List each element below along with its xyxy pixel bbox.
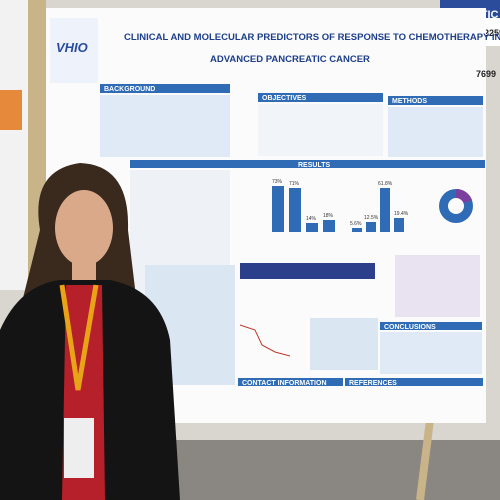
poster-number: 7699 xyxy=(476,69,496,79)
bar xyxy=(394,218,404,232)
board-number: 2259 xyxy=(484,28,500,38)
table xyxy=(310,318,378,370)
oncoplot xyxy=(395,255,480,317)
section-body xyxy=(388,107,483,157)
left-poster-block xyxy=(0,90,22,130)
section-body xyxy=(100,95,230,157)
bar-label: 14% xyxy=(306,216,317,222)
heatmap xyxy=(240,263,375,279)
title-line: CLINICAL AND MOLECULAR PREDICTORS OF RES… xyxy=(124,32,500,43)
section-header xyxy=(258,93,383,102)
title-line: ADVANCED PANCREATIC CANCER xyxy=(210,54,370,65)
bar-label: 5.6% xyxy=(350,221,362,227)
pie-hole xyxy=(448,198,464,214)
bar xyxy=(272,186,284,232)
bar-chart: 73% 71% 14% 18% xyxy=(272,179,335,232)
section-title: OBJECTIVES xyxy=(262,95,307,102)
person xyxy=(0,163,180,500)
bar xyxy=(366,222,376,232)
bar-label: 12.5% xyxy=(364,215,379,221)
section-title: CONCLUSIONS xyxy=(384,324,436,331)
section-title: REFERENCES xyxy=(349,380,397,387)
face xyxy=(55,190,113,266)
section-header xyxy=(345,378,483,386)
bar-label: 73% xyxy=(272,179,283,185)
section-header xyxy=(380,322,482,330)
section-title: BACKGROUND xyxy=(104,86,155,93)
bar xyxy=(289,188,301,232)
bar xyxy=(352,228,362,232)
bar-label: 18% xyxy=(323,213,334,219)
section-header xyxy=(100,84,230,93)
bar xyxy=(380,188,390,232)
section-title: RESULTS xyxy=(298,162,330,169)
section-header xyxy=(130,160,485,168)
bar-chart: 5.6% 12.5% 61.8% 19.4% xyxy=(350,181,409,232)
section-body xyxy=(258,104,383,156)
bar xyxy=(306,223,318,232)
logo: VHIO xyxy=(56,40,88,55)
bar xyxy=(323,220,335,232)
badge xyxy=(64,418,94,478)
section-title: METHODS xyxy=(392,98,427,105)
board-number-box xyxy=(483,18,500,46)
lanyard xyxy=(59,284,99,391)
section-title: CONTACT INFORMATION xyxy=(242,380,327,387)
bar-label: 61.8% xyxy=(378,181,393,187)
left-poster xyxy=(0,0,28,290)
bar-label: 71% xyxy=(289,181,300,187)
easel-leg xyxy=(416,419,434,500)
section-body xyxy=(380,332,482,374)
survival-curve xyxy=(239,324,291,357)
section-header xyxy=(388,96,483,105)
logo-panel xyxy=(50,18,98,83)
section-header xyxy=(238,378,343,386)
bar-label: 19.4% xyxy=(394,211,409,217)
